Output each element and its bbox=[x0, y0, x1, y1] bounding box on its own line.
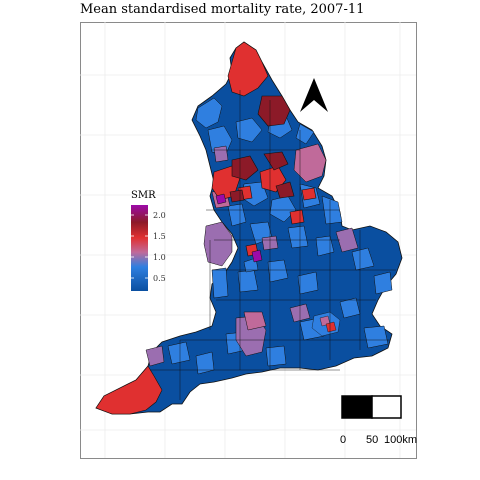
district-tyne-wear bbox=[257, 95, 291, 127]
legend-title: SMR bbox=[131, 190, 156, 201]
scale-bar-label: 0 bbox=[340, 434, 346, 446]
districts-magenta bbox=[215, 193, 263, 263]
district-cornwall bbox=[95, 365, 163, 415]
legend-tick-label: 0.5 bbox=[153, 274, 166, 283]
scale-bar-label: 50 bbox=[366, 434, 378, 446]
london-cluster bbox=[311, 311, 341, 337]
legend-tick-label: 2.0 bbox=[153, 211, 166, 220]
scale-bar-label: 100km bbox=[384, 434, 417, 446]
district-boundaries bbox=[150, 90, 396, 400]
district-northumberland bbox=[227, 41, 269, 97]
legend-tick-label: 1.0 bbox=[153, 253, 166, 262]
scale-bar: 0 50 100km bbox=[340, 395, 417, 446]
legend-ticks-marks bbox=[131, 214, 148, 279]
scale-bar-black-segment bbox=[341, 395, 373, 419]
legend-tick-label: 1.5 bbox=[153, 232, 166, 241]
districts-dark-red bbox=[229, 95, 295, 203]
legend: SMR 2.0 1.5 1.0 0.5 bbox=[131, 190, 166, 291]
north-arrow-icon bbox=[300, 78, 328, 112]
legend-colorbar bbox=[131, 205, 148, 291]
map-title: Mean standardised mortality rate, 2007-1… bbox=[80, 2, 365, 17]
scale-bar-white-segment bbox=[371, 395, 402, 419]
